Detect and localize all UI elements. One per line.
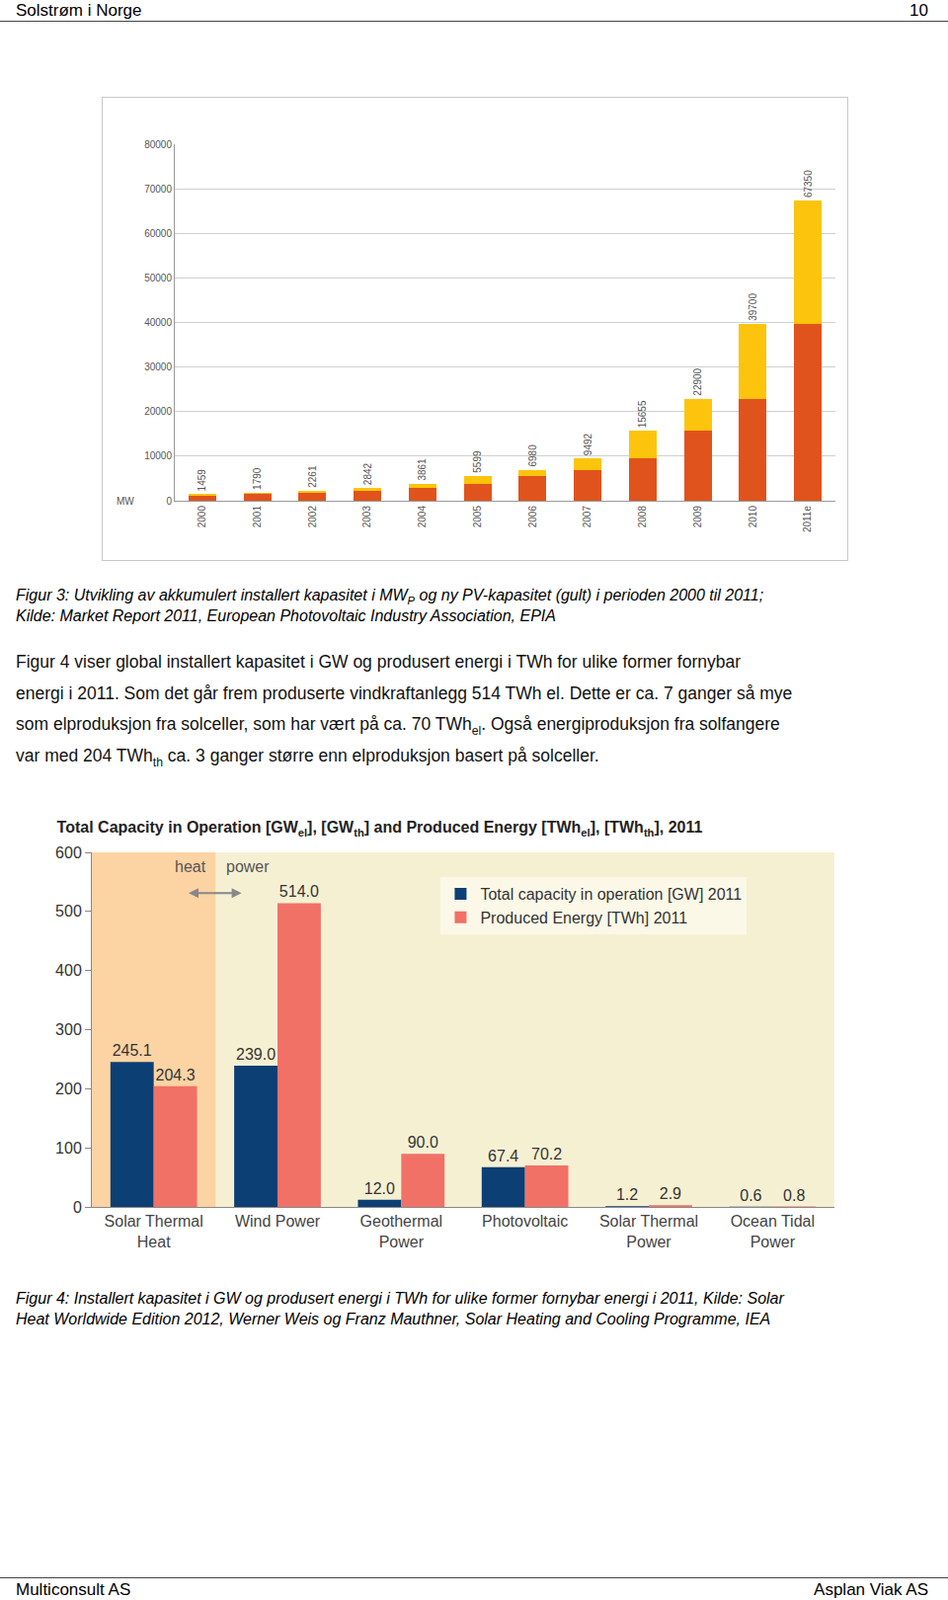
svg-text:Total capacity in operation [G: Total capacity in operation [GW] 2011: [479, 885, 742, 903]
svg-text:6980: 6980: [527, 444, 539, 468]
svg-text:3861: 3861: [416, 458, 428, 481]
svg-text:70000: 70000: [144, 183, 172, 195]
svg-text:Produced Energy [TWh] 2011: Produced Energy [TWh] 2011: [479, 909, 688, 927]
svg-text:2842: 2842: [362, 462, 374, 485]
svg-text:50000: 50000: [144, 272, 172, 284]
svg-text:239.0: 239.0: [236, 1045, 276, 1063]
svg-text:1.2: 1.2: [616, 1185, 638, 1203]
svg-text:GeothermalPower: GeothermalPower: [360, 1212, 444, 1251]
html-text:10: 10: [909, 0, 929, 20]
svg-text:300: 300: [55, 1021, 82, 1038]
svg-text:2001: 2001: [251, 505, 263, 529]
svg-text:2.9: 2.9: [659, 1185, 682, 1202]
svg-text:2006: 2006: [527, 505, 539, 529]
svg-text:10000: 10000: [144, 450, 172, 462]
html-text:Multiconsult AS: Multiconsult AS: [15, 1580, 131, 1599]
html-text:Figur 3: Utvikling av akkumule: Figur 3: Utvikling av akkumulert install…: [15, 586, 764, 607]
svg-text:70.2: 70.2: [531, 1145, 562, 1163]
svg-text:2010: 2010: [747, 505, 759, 529]
svg-text:0: 0: [165, 495, 172, 507]
svg-text:power: power: [226, 858, 270, 875]
svg-text:1790: 1790: [251, 467, 263, 490]
svg-text:MW: MW: [116, 495, 135, 507]
svg-text:400: 400: [55, 961, 82, 979]
svg-text:2261: 2261: [307, 465, 318, 488]
html-text:som elproduksjon fra solceller: som elproduksjon fra solceller, som har …: [15, 713, 780, 738]
svg-text:0.8: 0.8: [783, 1186, 805, 1204]
svg-text:2005: 2005: [472, 505, 483, 529]
svg-text:1459: 1459: [196, 469, 208, 492]
html-text:Kilde: Market Report 2011, Eur: Kilde: Market Report 2011, European Phot…: [15, 607, 556, 625]
svg-text:204.3: 204.3: [156, 1066, 196, 1084]
svg-text:2007: 2007: [581, 505, 593, 529]
html-text:var med 204 TWhthca. 3 ganger: var med 204 TWhthca. 3 ganger større enn…: [15, 745, 600, 769]
svg-text:15655: 15655: [636, 399, 648, 428]
svg-text:Photovoltaic: Photovoltaic: [481, 1212, 568, 1230]
svg-text:67.4: 67.4: [487, 1147, 519, 1165]
svg-text:40000: 40000: [144, 316, 172, 328]
svg-text:245.1: 245.1: [112, 1041, 153, 1059]
svg-text:60000: 60000: [144, 228, 172, 239]
svg-text:2009: 2009: [692, 505, 704, 529]
svg-text:2000: 2000: [196, 505, 208, 529]
svg-text:0.6: 0.6: [739, 1186, 762, 1204]
svg-text:90.0: 90.0: [407, 1133, 439, 1151]
svg-text:12.0: 12.0: [364, 1180, 395, 1197]
svg-text:Solar ThermalPower: Solar ThermalPower: [599, 1212, 699, 1251]
svg-text:2011e: 2011e: [801, 505, 813, 534]
svg-text:30000: 30000: [144, 361, 172, 373]
svg-text:39700: 39700: [747, 293, 759, 321]
svg-text:2008: 2008: [636, 505, 648, 529]
svg-text:Wind Power: Wind Power: [235, 1212, 321, 1230]
svg-text:22900: 22900: [692, 367, 704, 395]
svg-text:5599: 5599: [472, 450, 483, 474]
svg-text:500: 500: [55, 902, 82, 920]
svg-text:2002: 2002: [307, 505, 318, 529]
html-text:energi i 2011. Som det går fre: energi i 2011. Som det går frem produser…: [15, 682, 793, 703]
html-text:Solstrøm i Norge: Solstrøm i Norge: [15, 0, 142, 20]
html-text:Asplan Viak AS: Asplan Viak AS: [813, 1580, 929, 1599]
svg-text:Solar ThermalHeat: Solar ThermalHeat: [104, 1212, 204, 1251]
svg-text:67350: 67350: [802, 169, 814, 198]
svg-text:2004: 2004: [416, 505, 428, 529]
svg-text:heat: heat: [174, 858, 207, 875]
svg-text:Total Capacity in Operation [G: Total Capacity in Operation [GW​el​], [G…: [57, 818, 704, 838]
svg-text:0: 0: [73, 1198, 82, 1216]
svg-text:200: 200: [55, 1080, 82, 1098]
svg-text:80000: 80000: [144, 139, 172, 151]
html-text:Figur 4 viser global installer: Figur 4 viser global installert kapasite…: [15, 651, 741, 672]
svg-text:20000: 20000: [144, 405, 172, 417]
html-text:Figur 4: Installert kapasitet: Figur 4: Installert kapasitet i GW og pr…: [15, 1289, 784, 1307]
svg-text:Ocean TidalPower: Ocean TidalPower: [730, 1212, 815, 1251]
svg-text:600: 600: [55, 844, 82, 862]
svg-text:2003: 2003: [361, 505, 373, 529]
svg-text:514.0: 514.0: [279, 882, 319, 900]
svg-text:9492: 9492: [582, 432, 594, 456]
svg-text:100: 100: [55, 1139, 82, 1157]
html-text:Heat Worldwide Edition 2012, W: Heat Worldwide Edition 2012, Werner Weis…: [15, 1310, 771, 1328]
